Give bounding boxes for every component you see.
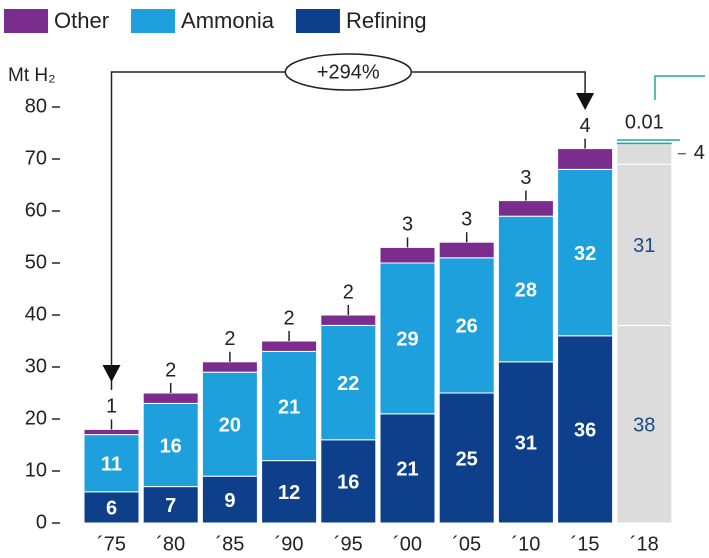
bar-segment	[497, 215, 554, 363]
bar-segment	[320, 439, 377, 524]
y-tick-label: 0	[36, 511, 47, 533]
legend-swatch	[131, 9, 176, 33]
annotation: +294%	[317, 61, 380, 83]
value-label: 7	[165, 495, 176, 517]
value-label: 1	[106, 396, 117, 418]
value-label: 21	[396, 459, 418, 481]
value-label: 2	[224, 328, 235, 350]
y-tick-label: 60	[25, 199, 47, 221]
value-label: 4	[694, 142, 705, 164]
legend-swatch	[295, 9, 340, 33]
arrowhead	[102, 365, 121, 382]
bar-segment	[201, 361, 258, 373]
bar-segment	[616, 324, 673, 524]
bar-segment	[557, 335, 614, 524]
x-tick-label: ´85	[215, 533, 244, 555]
y-tick-label: 50	[25, 251, 47, 273]
value-label: 28	[515, 279, 537, 301]
y-tick-label: 80	[25, 95, 47, 117]
value-label: 20	[219, 414, 241, 436]
value-label: 11	[101, 453, 122, 475]
legend-swatch	[4, 9, 48, 33]
legend-label: Refining	[346, 8, 427, 33]
bar-segment	[261, 350, 318, 462]
legend-label: Ammonia	[181, 8, 275, 33]
x-tick-label: ´75	[97, 533, 126, 555]
x-tick-label: ´80	[156, 533, 185, 555]
bar-segment	[83, 491, 140, 524]
value-label: 22	[337, 373, 359, 395]
bar-segment	[557, 148, 614, 170]
value-label: 29	[396, 329, 418, 351]
y-axis-label: Mt H₂	[8, 65, 55, 86]
bar-segment	[261, 340, 318, 352]
bar-segment	[438, 257, 495, 394]
value-label: 21	[278, 396, 300, 418]
value-label: 32	[574, 243, 596, 265]
bar-segment	[438, 392, 495, 524]
value-label: 16	[337, 472, 359, 494]
bar-segment	[320, 314, 377, 326]
value-label: 3	[402, 214, 413, 236]
value-label: 12	[278, 482, 300, 504]
bar-segment	[83, 428, 140, 436]
y-tick-label: 70	[25, 147, 47, 169]
bar-segment	[557, 168, 614, 337]
bar-segment	[379, 262, 436, 415]
bar-segment	[142, 392, 199, 404]
value-label: 2	[284, 307, 295, 329]
x-tick-label: ´00	[393, 533, 422, 555]
bar-segment	[201, 475, 258, 524]
value-label: 3	[461, 208, 472, 230]
value-label: 6	[106, 498, 117, 520]
x-tick-label: ´18	[630, 533, 659, 555]
legend-label: Other	[54, 8, 109, 33]
y-tick-label: 30	[25, 355, 47, 377]
bar-segment	[497, 361, 554, 524]
y-tick-label: 10	[25, 459, 47, 481]
bar-segment	[201, 371, 258, 477]
x-tick-label: ´90	[275, 533, 304, 555]
value-label: 31	[515, 433, 537, 455]
value-label: 3	[520, 167, 531, 189]
arrowhead	[576, 93, 595, 110]
y-tick-label: 20	[25, 407, 47, 429]
value-label: 4	[580, 115, 591, 137]
y-tick-label: 40	[25, 303, 47, 325]
bar-segment	[616, 142, 673, 165]
value-label: 9	[224, 490, 235, 512]
x-tick-label: ´15	[571, 533, 600, 555]
x-tick-label: ´10	[511, 533, 540, 555]
annotation-ellipse	[284, 53, 413, 91]
bar-segment	[616, 163, 673, 326]
bar-segment	[83, 434, 140, 493]
value-label: 36	[574, 420, 596, 442]
bar-segment	[438, 241, 495, 259]
value-label: 2	[165, 359, 176, 381]
value-label: 16	[160, 435, 182, 457]
bar-segment	[261, 460, 318, 524]
bar-segment	[379, 413, 436, 524]
value-label: 25	[456, 448, 478, 470]
x-tick-label: ´95	[334, 533, 363, 555]
value-label: 38	[633, 414, 655, 436]
bar-segment	[379, 246, 436, 264]
value-label: 2	[343, 281, 354, 303]
bar-segment	[320, 324, 377, 441]
bar-segment	[497, 200, 554, 217]
value-label: 31	[633, 235, 655, 257]
value-label: 26	[456, 316, 478, 338]
x-tick-label: ´05	[452, 533, 481, 555]
value-label: 0.01	[625, 112, 664, 134]
teal-bracket	[617, 75, 705, 141]
